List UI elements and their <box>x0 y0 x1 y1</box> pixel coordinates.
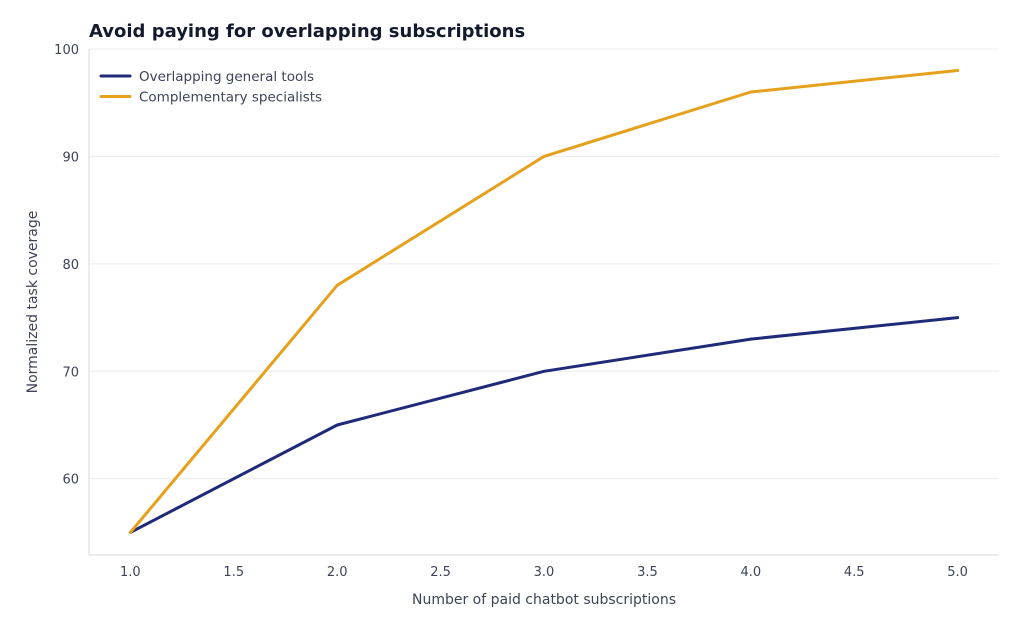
x-tick-label: 4.5 <box>844 565 865 580</box>
series-line-1 <box>128 69 960 534</box>
x-axis-label: Number of paid chatbot subscriptions <box>412 592 676 608</box>
legend-label-1: Complementary specialists <box>139 90 322 106</box>
x-tick-label: 3.5 <box>637 565 658 580</box>
x-tick-label: 1.5 <box>223 565 244 580</box>
x-tick-label: 4.0 <box>740 565 761 580</box>
x-tick-label: 2.5 <box>430 565 451 580</box>
y-tick-label: 90 <box>62 150 79 165</box>
data-point <box>542 155 546 158</box>
data-point <box>956 69 960 72</box>
x-tick-label: 3.0 <box>534 565 555 580</box>
chart-title: Avoid paying for overlapping subscriptio… <box>89 21 526 42</box>
axes: 60 70 80 90 100 1.0 1.5 2.0 2.5 3.0 3.5 4.0 4.5 5.0 Nu… <box>25 43 999 608</box>
data-point <box>956 316 960 319</box>
legend-label-0: Overlapping general tools <box>139 69 314 85</box>
grid-lines <box>89 48 999 480</box>
y-tick-label: 100 <box>54 43 79 58</box>
data-point <box>542 369 546 373</box>
y-tick-label: 60 <box>62 473 79 488</box>
series-line-0 <box>128 316 960 534</box>
y-axis-label: Normalized task coverage <box>25 211 41 394</box>
legend: Overlapping general tools Complementary s… <box>99 69 322 106</box>
y-tick-label: 70 <box>62 365 79 380</box>
data-point <box>749 337 753 341</box>
data-point <box>335 423 339 427</box>
data-point <box>335 283 339 287</box>
x-tick-label: 2.0 <box>327 565 348 580</box>
x-tick-label: 1.0 <box>120 565 141 580</box>
data-point <box>128 531 132 534</box>
y-tick-label: 80 <box>62 258 79 273</box>
x-tick-label: 5.0 <box>947 565 968 580</box>
data-point <box>749 90 753 94</box>
series-lines <box>128 69 960 534</box>
